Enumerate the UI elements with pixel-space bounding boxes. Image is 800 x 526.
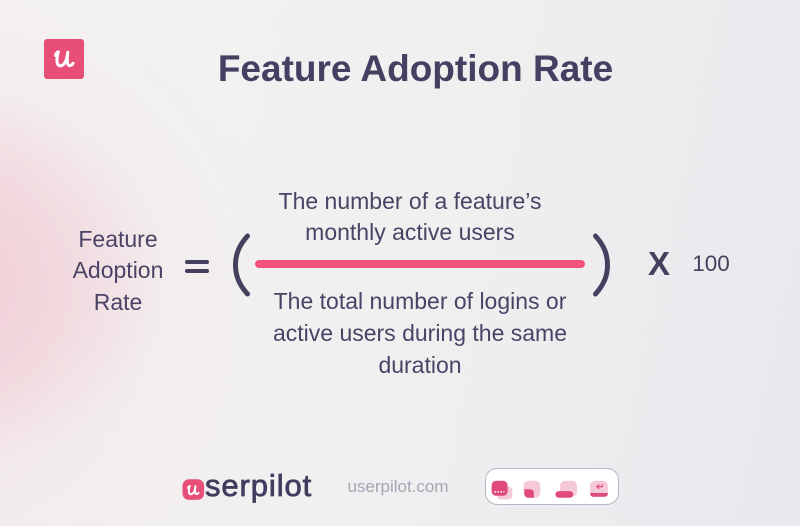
svg-text:serpilot: serpilot	[205, 472, 312, 503]
